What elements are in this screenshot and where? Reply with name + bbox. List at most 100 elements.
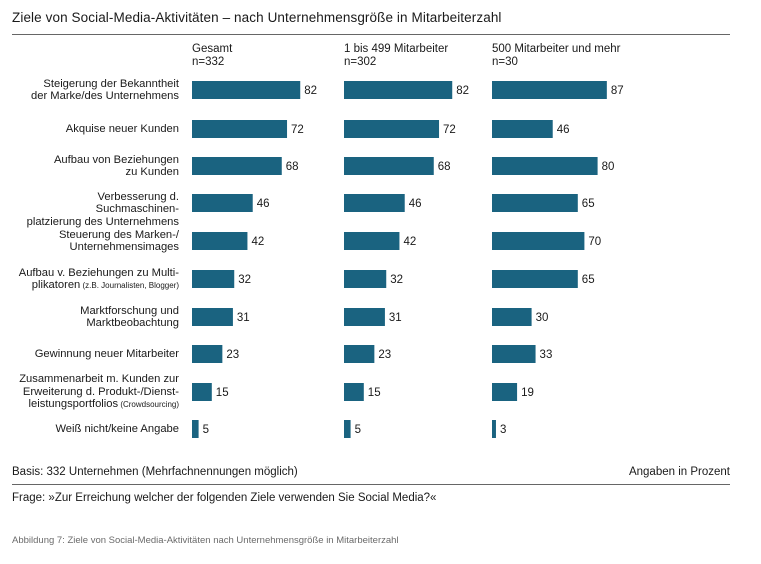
bar-value-label: 80 — [602, 161, 615, 173]
figure-caption: Abbildung 7: Ziele von Social-Media-Akti… — [12, 535, 399, 546]
bar-value-label: 46 — [257, 198, 270, 210]
category-label-text: Weiß nicht/keine Angabe — [55, 422, 179, 435]
bar — [192, 345, 223, 363]
bar-value-label: 15 — [368, 387, 381, 399]
series-n: n=302 — [344, 56, 377, 68]
category-label: Steigerung der Bekanntheit der Marke/des … — [12, 78, 179, 103]
bar — [492, 383, 518, 401]
bar-value-label: 5 — [203, 424, 209, 436]
category-label-note: (z.B. Journalisten, Blogger) — [80, 281, 180, 290]
bar — [344, 81, 453, 99]
category-label-line: Steigerung der Bekanntheit — [12, 78, 179, 91]
bar — [492, 308, 532, 326]
category-label-line: Erweiterung d. Produkt-/Dienst- — [12, 386, 179, 399]
column-header-large: 500 Mitarbeiter und mehr n=30 — [492, 43, 620, 69]
bar — [192, 232, 248, 250]
bar-value-label: 23 — [378, 349, 391, 361]
category-label: Weiß nicht/keine Angabe — [12, 423, 179, 436]
bar — [344, 345, 375, 363]
category-label-text: Verbesserung d. Suchmaschinen- — [95, 190, 179, 216]
bar — [344, 232, 400, 250]
series-n: n=30 — [492, 56, 518, 68]
bar-value-label: 46 — [557, 124, 570, 136]
bar-value-label: 32 — [390, 274, 403, 286]
bar — [344, 157, 434, 175]
bar — [192, 157, 282, 175]
bar — [492, 194, 578, 212]
bar — [192, 420, 199, 438]
category-label-text: Steuerung des Marken-/ — [58, 228, 179, 241]
bar-value-label: 42 — [251, 236, 264, 248]
category-label-text: Aufbau von Beziehungen — [53, 153, 179, 166]
bar — [492, 157, 598, 175]
bar-value-label: 72 — [291, 124, 304, 136]
category-label-line: Verbesserung d. Suchmaschinen- — [12, 191, 179, 216]
bar-value-label: 65 — [582, 274, 595, 286]
bar-value-label: 68 — [286, 161, 299, 173]
category-label: Aufbau v. Beziehungen zu Multi-plikatore… — [12, 267, 179, 293]
bar-value-label: 42 — [403, 236, 416, 248]
bar — [492, 345, 536, 363]
category-label-text: Marktbeobachtung — [86, 317, 179, 329]
category-label-line: plikatoren (z.B. Journalisten, Blogger) — [12, 279, 179, 293]
category-label-line: leistungsportfolios (Crowdsourcing) — [12, 398, 179, 412]
category-label-text: zu Kunden — [125, 166, 180, 178]
bar — [192, 383, 212, 401]
bar-value-label: 68 — [438, 161, 451, 173]
category-label-text: Zusammenarbeit m. Kunden zur — [19, 373, 179, 386]
category-label-line: zu Kunden — [12, 166, 180, 179]
category-label-text: der Marke/des Unternehmens — [31, 90, 179, 102]
category-label-text: Gewinnung neuer Mitarbeiter — [34, 347, 179, 360]
category-label-line: Unternehmensimages — [12, 241, 179, 254]
bar — [492, 270, 578, 288]
bar — [192, 81, 301, 99]
category-label-text: platzierung des Unternehmens — [26, 215, 179, 228]
bar — [192, 270, 235, 288]
bar-value-label: 32 — [238, 274, 251, 286]
series-name: 500 Mitarbeiter und mehr — [492, 43, 621, 55]
question-note: Frage: »Zur Erreichung welcher der folge… — [12, 492, 437, 504]
bar — [344, 383, 364, 401]
bar — [344, 120, 440, 138]
bar-value-label: 82 — [456, 85, 469, 97]
category-label-line: Aufbau v. Beziehungen zu Multi- — [12, 267, 179, 280]
bar-value-label: 15 — [216, 387, 229, 399]
bar — [344, 270, 387, 288]
category-label-text: leistungsportfolios — [28, 398, 119, 411]
unit-note: Angaben in Prozent — [628, 466, 730, 478]
bar-value-label: 23 — [226, 349, 239, 361]
bar-value-label: 46 — [409, 198, 422, 210]
bar — [492, 232, 585, 250]
category-label-line: platzierung des Unternehmens — [12, 216, 179, 229]
bar-chart: 82 72 68 46 42 32 31 23 15 5 82 72 68 46 42 32 31 23 15 5 87… — [192, 81, 624, 438]
bar-value-label: 3 — [500, 424, 506, 436]
category-label-text: Marktforschung und — [80, 304, 179, 317]
bar — [192, 194, 253, 212]
bar-value-label: 19 — [521, 387, 534, 399]
basis-note: Basis: 332 Unternehmen (Mehrfachnennunge… — [12, 466, 298, 478]
category-label-note: (Crowdsourcing) — [118, 400, 179, 410]
category-label-line: Steuerung des Marken-/ — [12, 229, 179, 242]
bar-value-label: 30 — [536, 312, 549, 324]
category-label-text: Unternehmensimages — [69, 241, 179, 253]
bar-value-label: 82 — [304, 85, 317, 97]
category-label-line: der Marke/des Unternehmens — [12, 90, 179, 103]
series-name: 1 bis 499 Mitarbeiter — [344, 43, 449, 55]
bar-value-label: 31 — [389, 312, 402, 324]
category-label: Akquise neuer Kunden — [12, 123, 179, 136]
bar — [344, 194, 405, 212]
category-label-line: Marktforschung und — [12, 305, 179, 318]
category-label-text: plikatoren — [31, 279, 81, 291]
category-label: Steuerung des Marken-/Unternehmensimages — [12, 229, 179, 254]
category-label: Marktforschung und Marktbeobachtung — [12, 305, 179, 330]
category-label-line: Gewinnung neuer Mitarbeiter — [12, 348, 179, 361]
category-label-text: Steigerung der Bekanntheit — [43, 77, 179, 90]
bar-value-label: 5 — [355, 424, 361, 436]
category-label: Gewinnung neuer Mitarbeiter — [12, 348, 179, 361]
bar-value-label: 87 — [611, 85, 624, 97]
top-divider — [12, 34, 730, 35]
bar — [492, 81, 607, 99]
footer-divider — [12, 484, 730, 485]
category-label-line: Aufbau von Beziehungen — [12, 154, 179, 167]
bar — [492, 420, 496, 438]
